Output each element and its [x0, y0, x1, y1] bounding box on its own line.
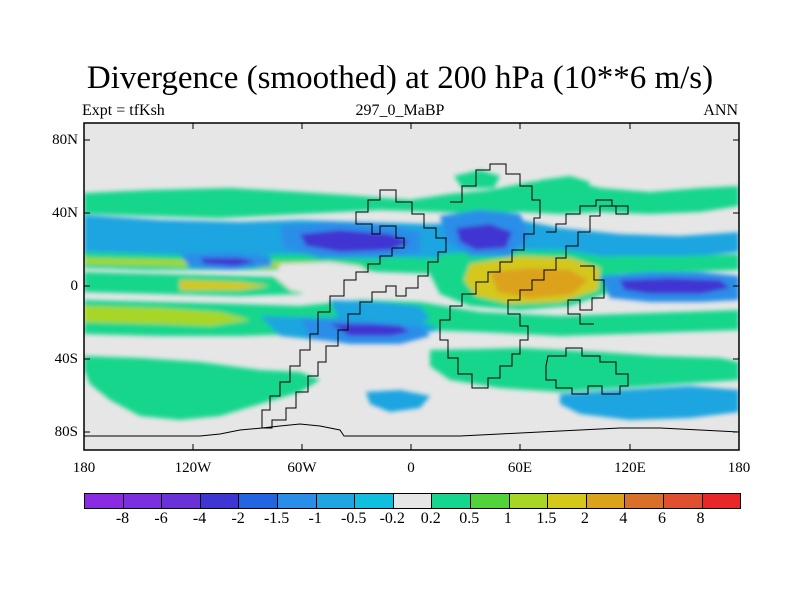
case-label: 297_0_MaBP: [355, 102, 445, 119]
colorbar-swatch: [393, 494, 433, 508]
colorbar-label: 1.5: [536, 510, 557, 527]
contour-darkblue-east-pacific: [620, 278, 730, 294]
colorbar-swatch: [470, 494, 510, 508]
colorbar-swatch: [200, 494, 240, 508]
colorbar-swatch: [316, 494, 356, 508]
lon-tick-120e: 120E: [614, 460, 646, 476]
lon-tick-120w: 120W: [174, 460, 212, 476]
lat-tick-80s: 80S: [54, 424, 78, 440]
colorbar-label: -0.2: [379, 510, 405, 527]
colorbar-swatch: [85, 494, 124, 508]
colorbar-label: 0.2: [420, 510, 441, 527]
colorbar-label: 8: [696, 510, 705, 527]
colorbar-label: -6: [154, 510, 168, 527]
colorbar-swatch: [509, 494, 549, 508]
contour-yellow-equatorial: [180, 280, 270, 290]
contour-neutral-equator: [276, 262, 380, 296]
colorbar-swatch: [432, 494, 471, 508]
colorbar-swatch: [355, 494, 394, 508]
coastline-australia: [545, 347, 629, 395]
colorbar-swatch: [239, 494, 278, 508]
contour-green-arctic-1: [540, 176, 590, 196]
coastline-americas: [261, 189, 447, 429]
lat-tick-80n: 80N: [52, 132, 78, 148]
coastline-asia-oceania: [567, 265, 605, 325]
contour-green-south-band: [84, 356, 320, 420]
lat-tick-eq: 0: [70, 278, 79, 294]
colorbar-label: 4: [619, 510, 628, 527]
colorbar-swatch: [625, 494, 664, 508]
lon-tick-60w: 60W: [287, 460, 317, 476]
colorbar-swatch: [663, 494, 703, 508]
colorbar-label: 6: [657, 510, 666, 527]
lat-tick-40n: 40N: [52, 205, 78, 221]
experiment-label: Expt = tfKsh: [82, 102, 165, 119]
contour-cyan-south-patch-1: [366, 390, 430, 412]
colorbar-label: 2: [580, 510, 589, 527]
colorbar-label: -2: [231, 510, 245, 527]
contour-orange-africa-asia: [490, 268, 588, 298]
colorbar-swatch: [702, 494, 741, 508]
season-label: ANN: [703, 102, 738, 119]
contour-darkblue-south-atlantic: [330, 324, 410, 336]
colorbar-swatch: [586, 494, 626, 508]
contour-yellow-south-tropics: [84, 306, 250, 326]
colorbar-label: 1: [503, 510, 512, 527]
coastline-africa-europe: [439, 163, 629, 389]
contour-green-arctic-2: [454, 170, 500, 188]
lon-tick-180w: 180: [72, 460, 96, 476]
colorbar-label: -4: [192, 510, 207, 527]
lat-tick-40s: 40S: [54, 351, 78, 367]
lon-tick-0: 0: [407, 460, 415, 476]
colorbar-swatch: [123, 494, 163, 508]
coastline-antarctica: [84, 423, 739, 437]
contour-darkblue-north-pacific: [300, 230, 410, 252]
colorbar-swatch: [277, 494, 317, 508]
lon-tick-60e: 60E: [507, 460, 533, 476]
lon-tick-180e: 180: [727, 460, 751, 476]
colorbar-label: 0.5: [459, 510, 480, 527]
colorbar-label: -0.5: [341, 510, 367, 527]
contour-green-south-band-east: [430, 348, 739, 392]
colorbar-swatch: [548, 494, 587, 508]
colorbar-label: -1.5: [263, 510, 290, 527]
chart-title: Divergence (smoothed) at 200 hPa (10**6 …: [86, 60, 714, 96]
colorbar: [84, 493, 741, 509]
contour-darkblue-north-asia: [456, 224, 512, 250]
colorbar-label: -1: [308, 510, 322, 527]
colorbar-label: -8: [115, 510, 130, 527]
colorbar-swatch: [162, 494, 201, 508]
contour-darkblue-west-pacific: [200, 258, 256, 266]
